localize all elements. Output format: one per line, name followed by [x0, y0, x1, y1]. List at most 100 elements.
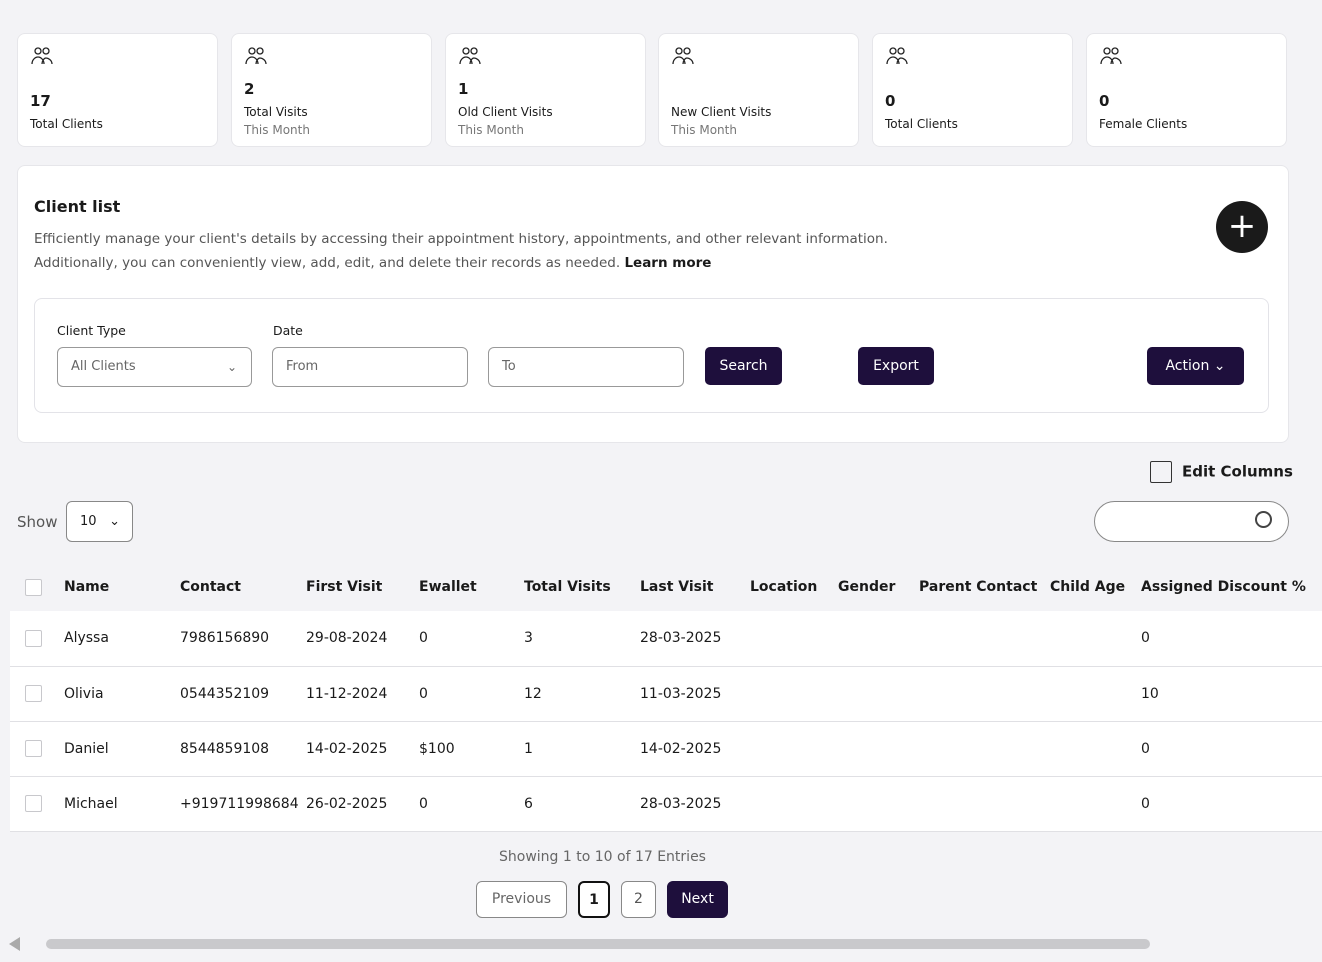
client-type-value: All Clients [71, 359, 136, 374]
chevron-down-icon: ⌄ [226, 360, 237, 374]
stat-sublabel: This Month [244, 123, 310, 137]
column-header[interactable]: Gender [838, 579, 896, 595]
search-icon [1255, 511, 1272, 528]
column-header[interactable]: Parent Contact [919, 579, 1038, 595]
table-row[interactable]: Michael +919711998684 26-02-2025 0 6 28-03-20… [10, 776, 1322, 832]
table-cell [1050, 666, 1141, 722]
stat-card: 2 Total Visits This Month [231, 33, 432, 147]
page-size-select[interactable]: 10 ⌄ [66, 501, 133, 542]
column-header[interactable]: First Visit [306, 579, 383, 595]
page-title: Client list [34, 197, 121, 216]
show-label: Show [17, 513, 58, 531]
hand-group-icon [459, 47, 481, 65]
stat-card: 0 Female Clients [1086, 33, 1287, 147]
horizontal-scrollbar[interactable] [46, 939, 1150, 949]
row-select[interactable] [10, 776, 64, 832]
stat-label: Old Client Visits [458, 105, 553, 119]
search-button[interactable]: Search [705, 347, 782, 385]
page-2-button[interactable]: 2 [621, 881, 656, 918]
stat-card: 17 Total Clients [17, 33, 218, 147]
stat-value: 17 [30, 92, 51, 110]
table-cell: 11-03-2025 [640, 666, 750, 722]
table-row[interactable]: Alyssa 7986156890 29-08-2024 0 3 28-03-2025 0 [10, 611, 1322, 667]
row-checkbox[interactable] [25, 629, 42, 647]
table-cell [838, 666, 919, 722]
export-button[interactable]: Export [858, 347, 934, 385]
handshake-group-icon [886, 47, 908, 65]
stat-card: New Client Visits This Month [658, 33, 859, 147]
scroll-left-icon[interactable] [9, 937, 20, 951]
row-checkbox[interactable] [25, 795, 42, 812]
row-select[interactable] [10, 611, 64, 667]
location-user-icon [245, 47, 267, 65]
table-cell [1050, 611, 1141, 667]
table-cell: 14-02-2025 [640, 721, 750, 777]
stat-card: 1 Old Client Visits This Month [445, 33, 646, 147]
column-header[interactable]: Contact [180, 579, 241, 595]
table-cell [750, 776, 838, 832]
table-cell: 3 [524, 611, 640, 667]
row-select[interactable] [10, 666, 64, 722]
select-all[interactable] [10, 563, 64, 611]
table-cell: 1 [524, 721, 640, 777]
description: Efficiently manage your client's details… [34, 227, 1134, 275]
previous-button[interactable]: Previous [476, 881, 567, 918]
table-row[interactable]: Daniel 8544859108 14-02-2025 $100 1 14-02-202… [10, 721, 1322, 777]
table-row[interactable]: Olivia 0544352109 11-12-2024 0 12 11-03-2025 1… [10, 666, 1322, 722]
column-header[interactable]: Total Visits [524, 579, 611, 595]
client-type-select[interactable]: All Clients ⌄ [57, 347, 252, 387]
table-cell: 6 [524, 776, 640, 832]
chevron-down-icon: ⌄ [109, 514, 120, 529]
search-input[interactable] [1094, 501, 1289, 542]
table-cell [838, 721, 919, 777]
stat-label: Total Visits [244, 105, 308, 119]
table-cell: 0 [419, 611, 524, 667]
table-cell [750, 721, 838, 777]
next-button[interactable]: Next [667, 881, 728, 918]
table-cell: 0 [1141, 776, 1322, 832]
table-cell: 26-02-2025 [306, 776, 419, 832]
from-date-input[interactable]: From [272, 347, 468, 387]
table-cell [1050, 776, 1141, 832]
stat-value: 1 [458, 80, 469, 98]
stat-label: Total Clients [885, 117, 958, 131]
column-header[interactable]: Name [64, 579, 110, 595]
table-cell [750, 666, 838, 722]
row-select[interactable] [10, 721, 64, 777]
table-cell: 0 [1141, 611, 1322, 667]
column-header[interactable]: Child Age [1050, 579, 1126, 595]
table-cell [838, 776, 919, 832]
chevron-down-icon: ⌄ [1213, 358, 1226, 374]
row-checkbox[interactable] [25, 740, 42, 757]
clients-table: Name Contact First Visit Ewallet Total Visit… [10, 563, 1322, 832]
column-header[interactable]: Ewallet [419, 579, 477, 595]
desc-line-1: Efficiently manage your client's details… [34, 231, 888, 247]
client-type-label: Client Type [57, 323, 126, 338]
filter-box: Client Type Date All Clients ⌄ From To Se… [34, 298, 1269, 413]
add-client-button[interactable]: + [1216, 201, 1268, 253]
edit-columns-label: Edit Columns [1182, 462, 1293, 481]
table-cell: $100 [419, 721, 524, 777]
table-cell: 29-08-2024 [306, 611, 419, 667]
action-button[interactable]: Action ⌄ [1147, 347, 1244, 385]
table-cell: 0 [419, 776, 524, 832]
column-header[interactable]: Last Visit [640, 579, 714, 595]
page-1-button[interactable]: 1 [578, 881, 610, 918]
stat-sublabel: This Month [458, 123, 524, 137]
stat-sublabel: This Month [671, 123, 737, 137]
stat-value: 0 [885, 92, 896, 110]
handshake-group-icon [31, 47, 53, 65]
edit-columns-button[interactable]: Edit Columns [1150, 461, 1293, 483]
table-cell: 7986156890 [180, 611, 306, 667]
entries-summary: Showing 1 to 10 of 17 Entries [499, 849, 706, 865]
to-date-input[interactable]: To [488, 347, 684, 387]
table-cell [919, 611, 1050, 667]
row-checkbox[interactable] [25, 685, 42, 702]
column-header[interactable]: Location [750, 579, 818, 595]
learn-more-link[interactable]: Learn more [624, 255, 712, 271]
select-all-checkbox[interactable] [25, 578, 42, 596]
stat-value: 2 [244, 80, 255, 98]
client-list-panel: Client list Efficiently manage your clie… [17, 165, 1289, 443]
page-size-value: 10 [80, 514, 97, 529]
column-header[interactable]: Assigned Discount % [1141, 579, 1306, 595]
